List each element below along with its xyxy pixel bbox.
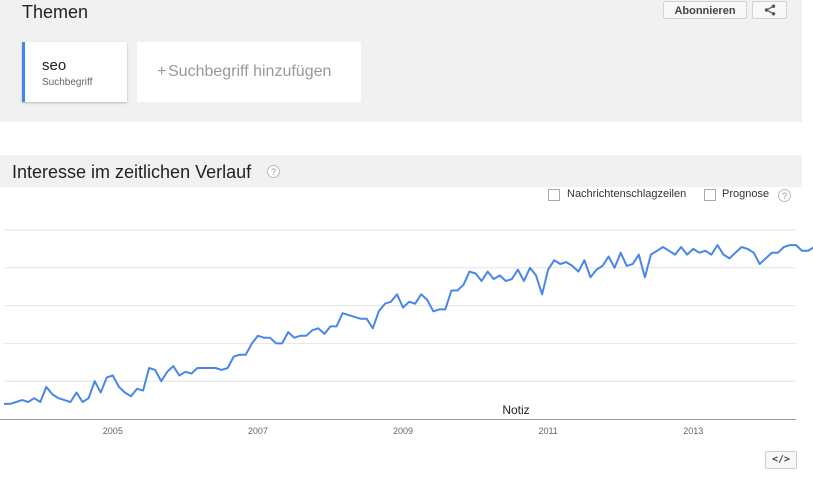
embed-button[interactable]: </> (765, 451, 797, 469)
forecast-help-icon[interactable]: ? (778, 189, 791, 202)
add-search-term-button[interactable]: + Suchbegriff hinzufügen (137, 42, 361, 102)
news-headlines-checkbox[interactable] (548, 189, 560, 201)
topics-title: Themen (22, 2, 89, 22)
term-name: seo (42, 57, 67, 74)
chart-gridlines (4, 229, 796, 382)
share-button[interactable] (752, 1, 787, 19)
interest-over-time-header: Interesse im zeitlichen Verlauf ? (0, 155, 802, 187)
chart-series (4, 244, 813, 405)
forecast-label: Prognose (722, 188, 770, 200)
share-icon (764, 4, 776, 16)
term-type: Suchbegriff (42, 77, 93, 88)
interest-over-time-title: Interesse im zeitlichen Verlauf (12, 162, 252, 182)
x-tick-label: 2013 (683, 426, 703, 436)
help-icon[interactable]: ? (267, 165, 280, 178)
x-tick-label: 2011 (538, 426, 557, 436)
news-headlines-label: Nachrichtenschlagzeilen (567, 188, 687, 200)
forecast-checkbox[interactable] (704, 189, 716, 201)
note-marker[interactable]: Notiz (502, 403, 529, 417)
add-search-term-label: Suchbegriff hinzufügen (168, 63, 332, 80)
term-color-accent (22, 42, 25, 102)
search-term-card[interactable]: seo Suchbegriff (22, 42, 127, 102)
subscribe-button[interactable]: Abonnieren (663, 1, 747, 19)
chart-x-axis: 2005 2007 2009 2011 2013 (0, 419, 796, 436)
topics-panel: Themen Abonnieren seo Suchbegriff + Such… (0, 0, 802, 122)
x-tick-label: 2005 (103, 426, 123, 436)
x-tick-label: 2007 (248, 426, 268, 436)
plus-icon: + (157, 63, 167, 80)
x-tick-label: 2009 (393, 426, 413, 436)
series-line-seo (4, 244, 813, 405)
